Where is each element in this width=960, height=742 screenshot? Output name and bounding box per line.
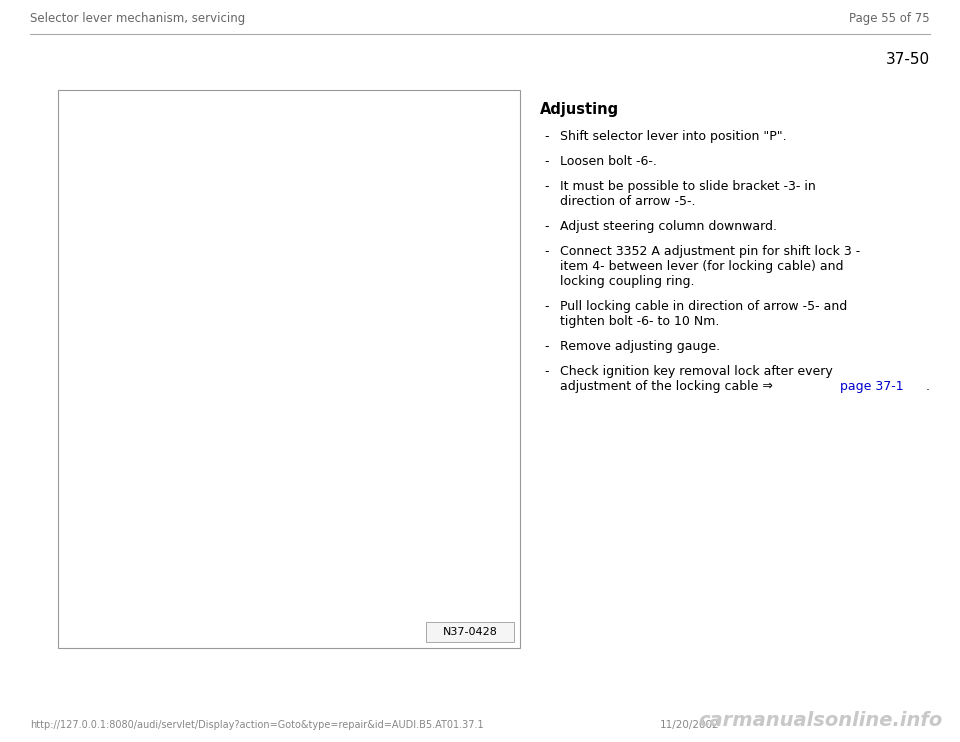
Text: Remove adjusting gauge.: Remove adjusting gauge. xyxy=(560,340,720,353)
Text: 37-50: 37-50 xyxy=(886,52,930,67)
Text: http://127.0.0.1:8080/audi/servlet/Display?action=Goto&type=repair&id=AUDI.B5.AT: http://127.0.0.1:8080/audi/servlet/Displ… xyxy=(30,720,484,730)
Text: 11/20/2002: 11/20/2002 xyxy=(660,720,720,730)
Bar xyxy=(58,90,520,648)
Text: .: . xyxy=(922,380,930,393)
Text: Selector lever mechanism, servicing: Selector lever mechanism, servicing xyxy=(30,12,245,25)
Text: It must be possible to slide bracket -3- in: It must be possible to slide bracket -3-… xyxy=(560,180,816,193)
Text: N37-0428: N37-0428 xyxy=(443,627,497,637)
Text: -: - xyxy=(544,300,548,313)
Text: page 37-1: page 37-1 xyxy=(840,380,903,393)
Text: locking coupling ring.: locking coupling ring. xyxy=(560,275,694,288)
Text: Shift selector lever into position "P".: Shift selector lever into position "P". xyxy=(560,130,786,143)
Text: -: - xyxy=(544,155,548,168)
Bar xyxy=(426,622,514,642)
Text: Adjust steering column downward.: Adjust steering column downward. xyxy=(560,220,777,233)
Text: -: - xyxy=(544,365,548,378)
Text: Pull locking cable in direction of arrow -5- and: Pull locking cable in direction of arrow… xyxy=(560,300,848,313)
Text: -: - xyxy=(544,180,548,193)
Text: Adjusting: Adjusting xyxy=(540,102,619,117)
Text: Connect 3352 A adjustment pin for shift lock 3 -: Connect 3352 A adjustment pin for shift … xyxy=(560,245,860,258)
Text: Loosen bolt -6-.: Loosen bolt -6-. xyxy=(560,155,657,168)
Text: Page 55 of 75: Page 55 of 75 xyxy=(850,12,930,25)
Text: -: - xyxy=(544,130,548,143)
Text: -: - xyxy=(544,245,548,258)
Text: -: - xyxy=(544,340,548,353)
Text: adjustment of the locking cable ⇒: adjustment of the locking cable ⇒ xyxy=(560,380,777,393)
Text: Check ignition key removal lock after every: Check ignition key removal lock after ev… xyxy=(560,365,832,378)
Text: tighten bolt -6- to 10 Nm.: tighten bolt -6- to 10 Nm. xyxy=(560,315,719,328)
Text: -: - xyxy=(544,220,548,233)
Text: item 4- between lever (for locking cable) and: item 4- between lever (for locking cable… xyxy=(560,260,844,273)
Text: carmanualsonline.info: carmanualsonline.info xyxy=(698,711,942,730)
Text: direction of arrow -5-.: direction of arrow -5-. xyxy=(560,195,695,208)
